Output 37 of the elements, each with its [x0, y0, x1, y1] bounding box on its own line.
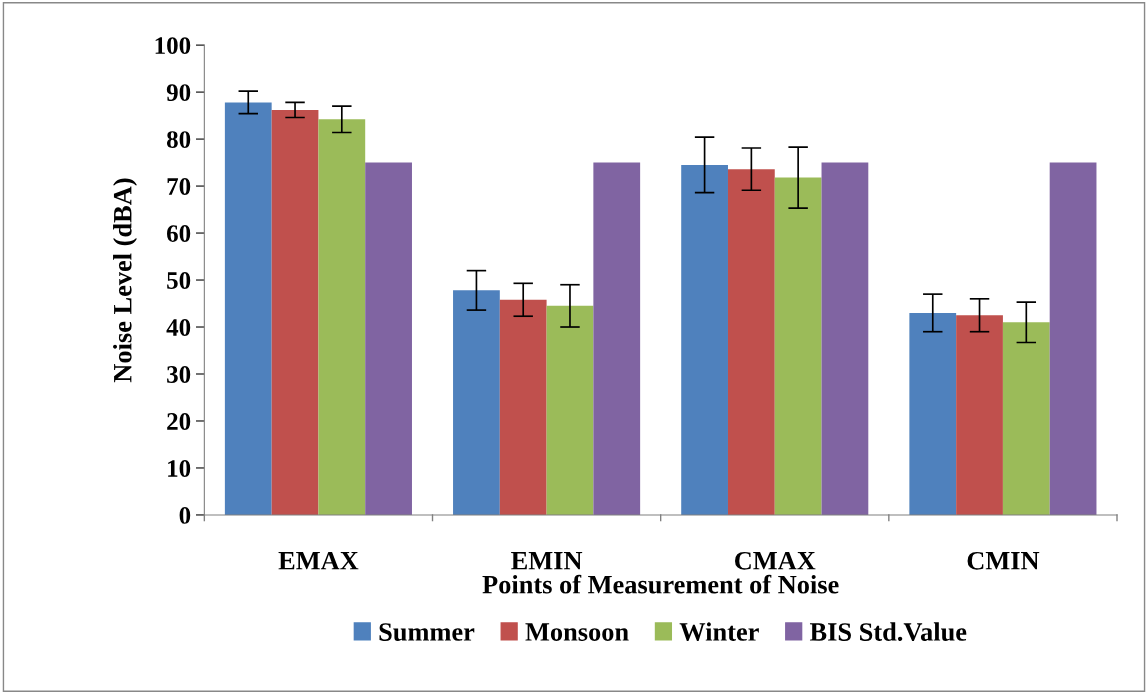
x-tick-label: EMAX	[278, 551, 359, 570]
y-tick-label: 40	[166, 319, 191, 336]
y-tick-label: 10	[168, 460, 191, 477]
bar	[593, 162, 641, 515]
y-tick-label: 60	[167, 225, 191, 242]
bar	[318, 119, 366, 515]
y-tick-label: 100	[155, 37, 191, 55]
y-tick-label: 20	[167, 413, 191, 430]
bar	[224, 102, 272, 515]
bar	[681, 164, 728, 515]
y-tick-label: 80	[166, 131, 191, 148]
legend-label: Monsoon	[525, 623, 629, 641]
bar	[365, 162, 412, 515]
legend-label: Winter	[679, 622, 759, 642]
y-tick-label: 50	[167, 272, 191, 289]
y-tick-label: 30	[167, 366, 191, 383]
bar	[727, 169, 775, 515]
bar	[271, 109, 319, 515]
bar	[821, 162, 869, 515]
bar	[453, 290, 500, 515]
y-axis-title: Noise Level (dBA)	[113, 178, 137, 383]
y-tick-label: 70	[167, 178, 191, 195]
bar	[1002, 322, 1050, 515]
x-tick-label: CMIN	[967, 551, 1040, 570]
legend-label: Summer	[379, 623, 475, 641]
legend-label: BIS Std.Value	[809, 622, 967, 642]
bar	[774, 177, 822, 515]
x-tick-label: CMAX	[735, 551, 816, 570]
x-axis-title: Points of Measurement of Noise	[482, 574, 839, 594]
bar	[1049, 162, 1097, 515]
y-tick-label: 0	[179, 507, 191, 524]
bar	[499, 299, 547, 515]
bar	[956, 315, 1003, 515]
y-tick-label: 90	[166, 84, 191, 102]
bar	[909, 312, 957, 515]
x-tick-label: EMIN	[511, 552, 583, 570]
bar	[546, 305, 594, 515]
